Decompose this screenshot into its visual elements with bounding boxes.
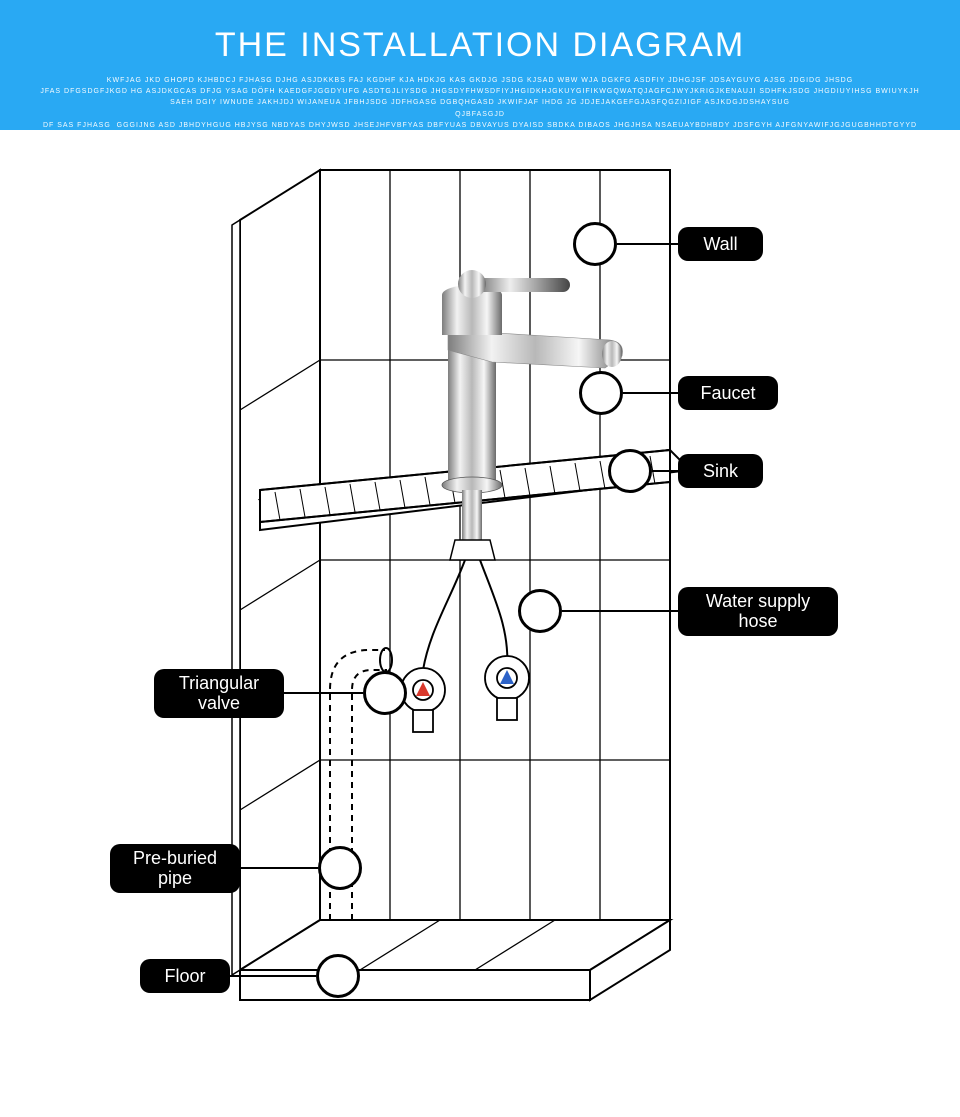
water_supply_hose-label: Water supply hose — [678, 587, 838, 636]
wall-leader — [617, 243, 678, 245]
floor-label: Floor — [140, 959, 230, 994]
faucet-label: Faucet — [678, 376, 778, 411]
sink-leader — [652, 470, 678, 472]
floor-marker — [316, 954, 360, 998]
pre_buried_pipe-label: Pre-buried pipe — [110, 844, 240, 893]
faucet-marker — [579, 371, 623, 415]
triangular_valve-label: Triangular valve — [154, 669, 284, 718]
wall-label: Wall — [678, 227, 763, 262]
water_supply_hose-leader — [562, 610, 678, 612]
banner-title: THE INSTALLATION DIAGRAM — [0, 26, 960, 65]
banner-header: THE INSTALLATION DIAGRAM KWFJAG JKD GHOP… — [0, 0, 960, 130]
pre_buried_pipe-marker — [318, 846, 362, 890]
wall-marker — [573, 222, 617, 266]
sink-label: Sink — [678, 454, 763, 489]
sink-marker — [608, 449, 652, 493]
triangular_valve-leader — [284, 692, 363, 694]
floor-leader — [230, 975, 316, 977]
triangular_valve-marker — [363, 671, 407, 715]
water_supply_hose-marker — [518, 589, 562, 633]
pre_buried_pipe-leader — [240, 867, 318, 869]
faucet-leader — [623, 392, 678, 394]
